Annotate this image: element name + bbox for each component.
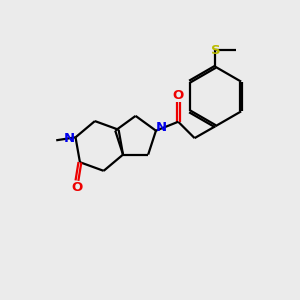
Text: N: N: [63, 132, 75, 145]
Text: N: N: [156, 121, 167, 134]
Text: O: O: [172, 89, 184, 102]
Text: S: S: [211, 44, 220, 57]
Text: O: O: [71, 181, 82, 194]
